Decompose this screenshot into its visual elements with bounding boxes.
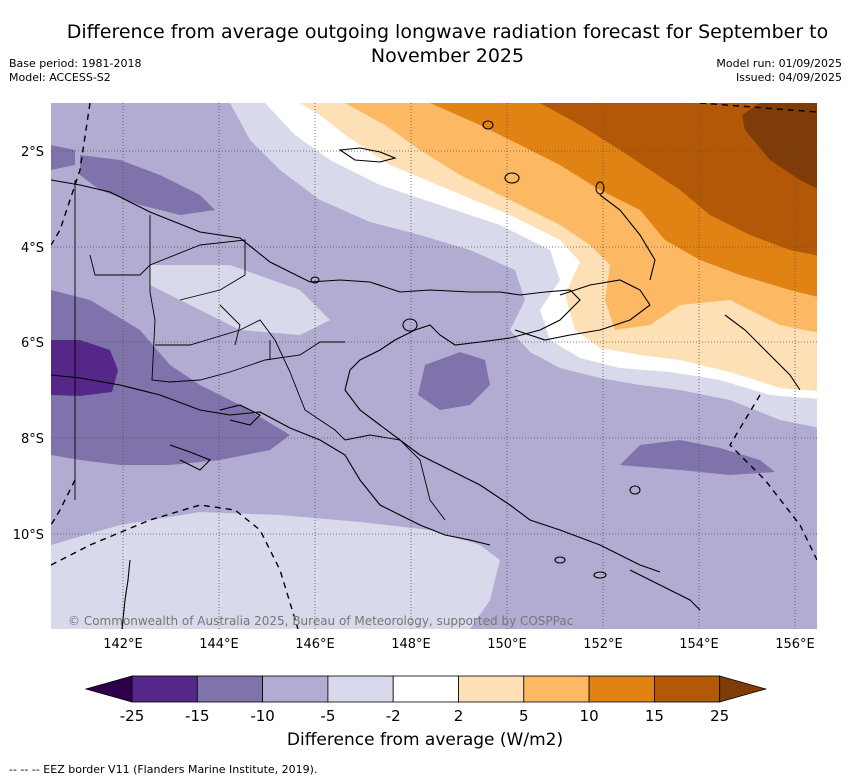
colorbar-swatch bbox=[392, 675, 459, 703]
colorbar-tick-label: -2 bbox=[386, 707, 401, 725]
eez-footnote: -- -- -- EEZ border V11 (Flanders Marine… bbox=[9, 763, 318, 776]
lat-label: 6°S bbox=[21, 336, 44, 351]
copyright-notice: © Commonwealth of Australia 2025, Bureau… bbox=[68, 614, 573, 628]
map-area: © Commonwealth of Australia 2025, Bureau… bbox=[51, 103, 817, 629]
graticule bbox=[51, 103, 817, 629]
lat-label: 8°S bbox=[21, 432, 44, 447]
anomaly-band-neg15-east bbox=[620, 440, 775, 475]
anomaly-band-neg15-center bbox=[418, 352, 490, 410]
colorbar-swatch bbox=[327, 675, 394, 703]
longitude-labels: 142°E 144°E 146°E 148°E 150°E 152°E 154°… bbox=[103, 637, 815, 652]
colorbar-tick-label: 5 bbox=[519, 707, 529, 725]
colorbar-swatch bbox=[588, 675, 655, 703]
colorbar-swatch bbox=[196, 675, 264, 703]
colorbar-extend-high bbox=[719, 675, 768, 703]
colorbar-tick-label: -10 bbox=[250, 707, 275, 725]
lon-label: 146°E bbox=[295, 637, 335, 652]
coastlines bbox=[51, 120, 801, 629]
anomaly-band-neg5-west bbox=[150, 265, 330, 335]
meta-left: Base period: 1981-2018 Model: ACCESS-S2 bbox=[9, 57, 141, 85]
lon-label: 152°E bbox=[583, 637, 623, 652]
colorbar: -25 -15 -10 -5 -2 2 5 10 15 25 bbox=[84, 675, 768, 725]
anomaly-band-pos15 bbox=[540, 103, 817, 256]
lon-label: 148°E bbox=[391, 637, 431, 652]
lat-label: 10°S bbox=[13, 528, 44, 543]
colorbar-tick-label: 15 bbox=[645, 707, 664, 725]
model-run: Model run: 01/09/2025 bbox=[716, 57, 842, 70]
chart-title: Difference from average outgoing longwav… bbox=[66, 21, 829, 67]
lat-label: 4°S bbox=[21, 241, 44, 256]
lat-label: 2°S bbox=[21, 145, 44, 160]
colorbar-tick-label: 10 bbox=[580, 707, 599, 725]
colorbar-tick-label: 25 bbox=[710, 707, 729, 725]
colorbar-swatch bbox=[131, 675, 198, 703]
colorbar-title: Difference from average (W/m2) bbox=[286, 730, 564, 750]
lon-label: 156°E bbox=[775, 637, 815, 652]
lon-label: 150°E bbox=[487, 637, 527, 652]
colorbar-swatch bbox=[458, 675, 525, 703]
base-period: Base period: 1981-2018 bbox=[9, 57, 142, 70]
lon-label: 142°E bbox=[103, 637, 143, 652]
colorbar-swatch bbox=[523, 675, 590, 703]
colorbar-extend-low bbox=[84, 675, 133, 703]
meta-right: Model run: 01/09/2025 Issued: 04/09/2025 bbox=[716, 57, 842, 85]
colorbar-swatch bbox=[262, 675, 329, 703]
lon-label: 144°E bbox=[199, 637, 239, 652]
anomaly-band-neg15-north bbox=[80, 155, 215, 215]
eez-border bbox=[51, 103, 817, 629]
anomaly-band-neg5-south bbox=[51, 512, 500, 629]
colorbar-tick-label: -25 bbox=[120, 707, 145, 725]
colorbar-tick-label: -15 bbox=[185, 707, 210, 725]
latitude-labels: 2°S 4°S 6°S 8°S 10°S bbox=[13, 145, 44, 543]
lon-label: 154°E bbox=[679, 637, 719, 652]
admin-boundaries bbox=[74, 180, 446, 521]
colorbar-tick-label: -5 bbox=[320, 707, 335, 725]
issued-date: Issued: 04/09/2025 bbox=[735, 71, 842, 84]
anomaly-band-pos25 bbox=[742, 103, 817, 189]
colorbar-swatch bbox=[654, 675, 721, 703]
anomaly-band-neg15-west bbox=[51, 290, 290, 465]
colorbar-tick-label: 2 bbox=[454, 707, 464, 725]
model-name: Model: ACCESS-S2 bbox=[9, 71, 111, 84]
